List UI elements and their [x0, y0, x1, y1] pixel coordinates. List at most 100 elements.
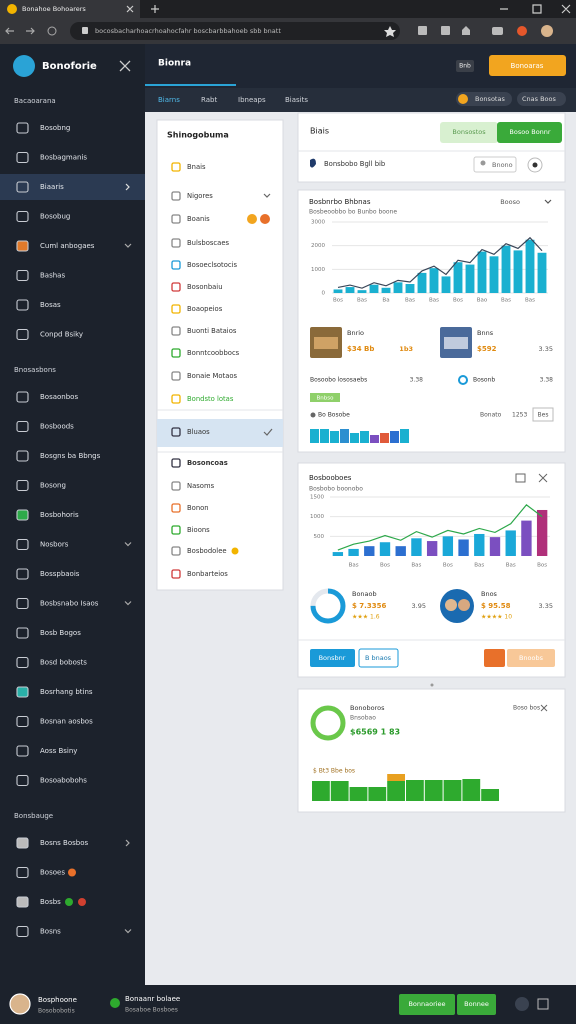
- menu-item[interactable]: Bosd bobosts: [40, 659, 87, 667]
- icon-button[interactable]: [515, 997, 529, 1011]
- panel-item[interactable]: Bosbodolee: [187, 547, 227, 555]
- menu-item[interactable]: Conpd Bsiky: [40, 331, 83, 339]
- status-detail: Bosaboe Bosboes: [125, 1007, 178, 1014]
- search-box[interactable]: [473, 156, 517, 173]
- button-light[interactable]: [507, 649, 555, 667]
- menu-item[interactable]: Aoss Bsiny: [40, 747, 77, 755]
- panel-item[interactable]: Nasoms: [187, 482, 215, 490]
- menu-item[interactable]: Bosbsnabo Isaos: [40, 600, 99, 608]
- menu-item[interactable]: Bosaonbos: [40, 393, 78, 401]
- panel-item[interactable]: Bosoncoas: [187, 459, 228, 467]
- chevron[interactable]: [125, 839, 130, 847]
- menu-item[interactable]: Bosoes: [40, 869, 65, 877]
- menu-item[interactable]: Bosnan aosbos: [40, 718, 93, 726]
- panel-icon: [171, 394, 181, 404]
- panel-item[interactable]: Bosonbaiu: [187, 283, 223, 291]
- menu-item[interactable]: Bosrhang btins: [40, 688, 93, 696]
- chevron[interactable]: [125, 183, 130, 191]
- menu-item[interactable]: Bosbohoris: [40, 511, 79, 519]
- menu-item[interactable]: Bosgns ba Bbngs: [40, 452, 101, 460]
- url-box[interactable]: [70, 22, 400, 40]
- menu-item[interactable]: Biaaris: [40, 183, 64, 191]
- button[interactable]: [399, 994, 455, 1015]
- panel-item[interactable]: Buonti Bataios: [187, 327, 237, 335]
- panel-item[interactable]: Nigores: [187, 192, 213, 200]
- tab-link[interactable]: Rabt: [201, 96, 217, 104]
- chevron[interactable]: [124, 243, 132, 248]
- icon-button[interactable]: [537, 998, 549, 1010]
- chevron[interactable]: [124, 601, 132, 606]
- bar: [381, 287, 391, 293]
- panel-item[interactable]: Boanis: [187, 215, 210, 223]
- bar: [474, 533, 485, 556]
- button-outline[interactable]: [358, 648, 399, 668]
- panel-item[interactable]: Bonntcoobbocs: [187, 349, 240, 357]
- menu-item[interactable]: Bosbs: [40, 898, 61, 906]
- product-stat: 3.35: [539, 345, 553, 353]
- button[interactable]: [497, 122, 562, 143]
- avatar: [440, 589, 474, 623]
- button-label: Bes: [538, 412, 549, 419]
- bar: [406, 780, 424, 801]
- nav-buttons[interactable]: [5, 27, 35, 35]
- panel-item[interactable]: Bioons: [187, 526, 210, 534]
- tab-link[interactable]: Biasits: [285, 96, 308, 104]
- menu-item[interactable]: Bosb Bogos: [40, 629, 81, 637]
- panel-item[interactable]: Bulsboscaes: [187, 239, 229, 247]
- menu-item[interactable]: Bashas: [40, 272, 65, 280]
- menu-item[interactable]: Bosoabobohs: [40, 777, 87, 785]
- selected-row[interactable]: [157, 419, 283, 447]
- star-icon[interactable]: [384, 26, 396, 37]
- menu-item[interactable]: Bosboods: [40, 423, 74, 431]
- panel-item[interactable]: Bonaie Motaos: [187, 372, 238, 380]
- menu-item[interactable]: Bosns Bosbos: [40, 839, 88, 847]
- product-price: $592: [477, 345, 497, 353]
- chevron[interactable]: [124, 542, 132, 547]
- panel-item[interactable]: Bondsto lotas: [187, 395, 234, 403]
- tab[interactable]: [0, 0, 140, 18]
- close-sidebar[interactable]: [119, 60, 131, 72]
- menu-item[interactable]: Bosobug: [40, 213, 70, 221]
- tab-link[interactable]: Ibneaps: [238, 96, 266, 104]
- panel-item[interactable]: Bnais: [187, 163, 206, 171]
- close-icon[interactable]: [538, 473, 548, 483]
- icon-button[interactable]: [515, 473, 526, 483]
- button[interactable]: [457, 994, 496, 1015]
- menu-item[interactable]: Nosbors: [40, 541, 69, 549]
- panel-item[interactable]: Bluaos: [187, 428, 210, 436]
- menu-item[interactable]: Bosong: [40, 482, 66, 490]
- window-controls[interactable]: [126, 4, 571, 14]
- button[interactable]: [310, 649, 355, 667]
- tab-link[interactable]: Biarns: [158, 96, 180, 104]
- menu-icon: [16, 837, 29, 849]
- chevron[interactable]: [124, 929, 132, 934]
- bar: [345, 287, 355, 293]
- button-light[interactable]: [440, 122, 498, 143]
- menu-item[interactable]: Cuml anbogaes: [40, 242, 95, 250]
- menu-item[interactable]: Bosas: [40, 301, 61, 309]
- bar: [536, 509, 548, 556]
- icon-button[interactable]: [484, 649, 505, 667]
- pill[interactable]: [456, 92, 512, 106]
- panel-item[interactable]: Bosoeclsotocis: [187, 261, 237, 269]
- menu-item[interactable]: Bosspbaois: [40, 570, 80, 578]
- menu-item[interactable]: Bosns: [40, 928, 61, 936]
- bar: [417, 272, 427, 293]
- panel-item[interactable]: Bonon: [187, 504, 209, 512]
- row-value: 3.38: [410, 377, 424, 384]
- chevron[interactable]: [544, 199, 552, 204]
- dropdown[interactable]: Booso: [500, 198, 520, 206]
- primary-button[interactable]: [489, 55, 566, 76]
- chevron[interactable]: [263, 193, 271, 198]
- panel-item[interactable]: Boaopeios: [187, 305, 223, 313]
- reload[interactable]: [47, 26, 57, 36]
- close-icon[interactable]: [540, 704, 548, 712]
- dropdown[interactable]: Boso bos: [513, 705, 540, 712]
- small-button[interactable]: [532, 407, 554, 422]
- pill[interactable]: [517, 92, 566, 106]
- toolbar-icons[interactable]: [418, 25, 553, 37]
- menu-item[interactable]: Bosobng: [40, 124, 70, 132]
- menu-item[interactable]: Bosbagmanis: [40, 154, 87, 162]
- active-item[interactable]: [0, 174, 145, 200]
- panel-item[interactable]: Bonbarteios: [187, 570, 228, 578]
